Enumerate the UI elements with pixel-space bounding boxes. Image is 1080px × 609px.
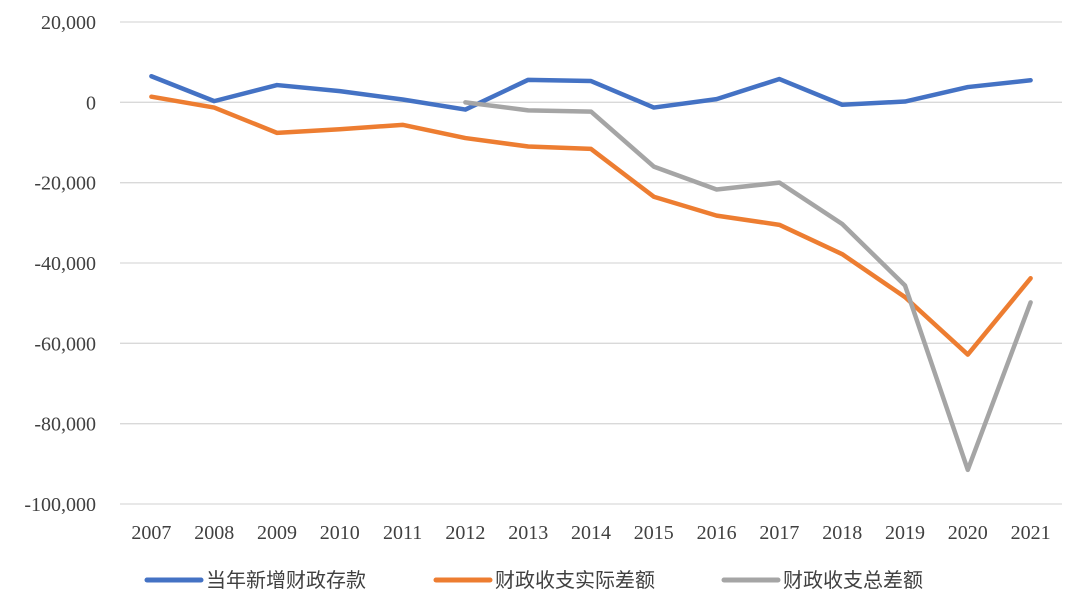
y-tick-label: 20,000 [41, 12, 96, 34]
x-tick-label: 2015 [634, 522, 674, 544]
x-tick-label: 2008 [194, 522, 234, 544]
series-lines [149, 73, 1033, 473]
y-tick-label: -100,000 [24, 494, 96, 516]
x-axis-ticks: 2007 2008 2009 2010 2011 2012 2013 2014 2015 2016… [131, 522, 1050, 544]
legend: 当年新增财政存款 财政收支实际差额 财政收支总差额 [144, 568, 923, 592]
x-tick-label: 2021 [1011, 522, 1051, 544]
series-line-3 [463, 100, 1033, 473]
legend-label: 财政收支总差额 [783, 568, 923, 592]
x-tick-label: 2012 [445, 522, 485, 544]
legend-item-3: 财政收支总差额 [721, 568, 923, 592]
y-tick-label: 0 [86, 92, 96, 114]
series-line-1 [149, 73, 1033, 112]
x-tick-label: 2019 [885, 522, 925, 544]
x-tick-label: 2009 [257, 522, 297, 544]
y-tick-label: -60,000 [34, 333, 96, 355]
legend-label: 当年新增财政存款 [206, 568, 366, 592]
legend-label: 财政收支实际差额 [495, 568, 655, 592]
x-tick-label: 2018 [822, 522, 862, 544]
x-tick-label: 2020 [948, 522, 988, 544]
x-tick-label: 2010 [320, 522, 360, 544]
x-tick-label: 2013 [508, 522, 548, 544]
legend-item-1: 当年新增财政存款 [144, 568, 366, 592]
legend-item-2: 财政收支实际差额 [433, 568, 655, 592]
x-tick-label: 2016 [697, 522, 737, 544]
x-tick-label: 2011 [383, 522, 422, 544]
y-tick-label: -20,000 [34, 173, 96, 195]
y-axis-ticks: 20,000 0 -20,000 -40,000 -60,000 -80,000 -100,… [24, 12, 96, 516]
gridlines [120, 21, 1062, 505]
x-tick-label: 2014 [571, 522, 611, 544]
x-tick-label: 2017 [759, 522, 799, 544]
y-tick-label: -80,000 [34, 414, 96, 436]
series-line-2 [149, 94, 1033, 357]
y-tick-label: -40,000 [34, 253, 96, 275]
x-tick-label: 2007 [131, 522, 171, 544]
